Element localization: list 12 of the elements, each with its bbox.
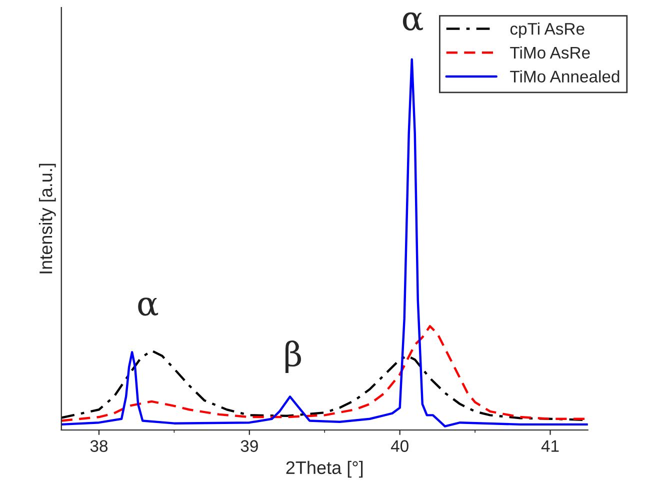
legend-label: TiMo Annealed xyxy=(510,70,620,82)
x-tick-label: 41 xyxy=(541,440,559,452)
annotation: α xyxy=(138,298,158,316)
legend-label: TiMo AsRe xyxy=(510,46,590,59)
annotation: β xyxy=(285,340,301,373)
x-tick-label: 40 xyxy=(390,440,408,452)
x-axis-title: 2Theta [°] xyxy=(286,460,363,478)
text: α xyxy=(402,12,423,31)
x-tick-label: 39 xyxy=(240,440,258,452)
legend-label: cpTi AsRe xyxy=(510,22,584,38)
y-axis-title: Intensity [a.u.] xyxy=(38,164,56,274)
x-tick-label: 38 xyxy=(90,440,108,452)
